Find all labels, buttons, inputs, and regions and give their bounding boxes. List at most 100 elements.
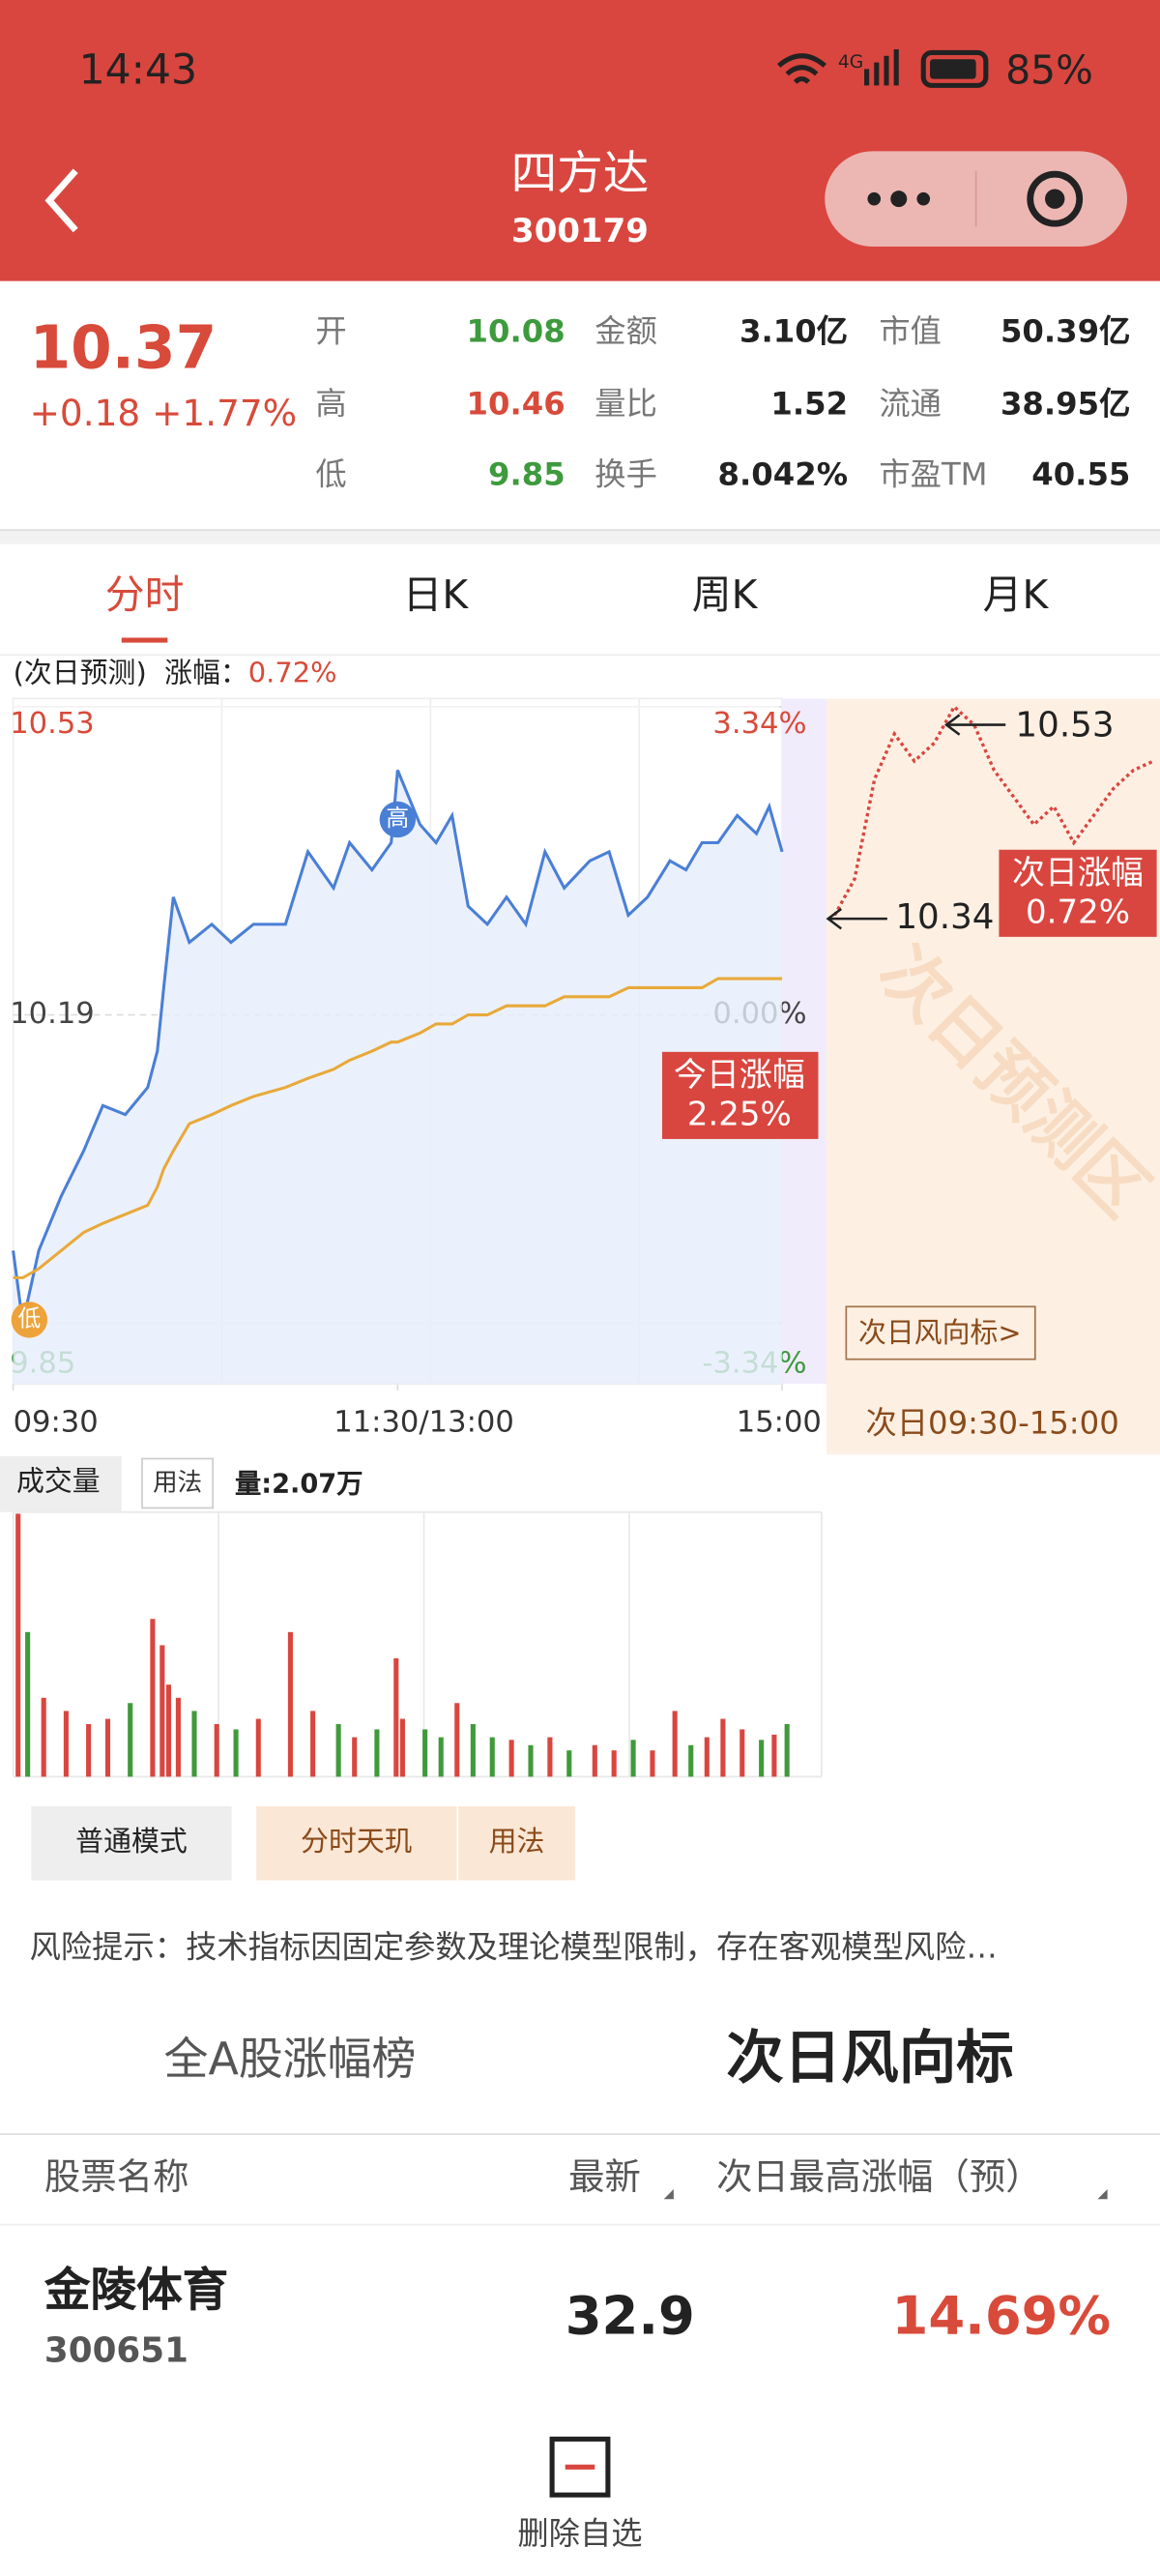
delete-icon[interactable] — [549, 2436, 612, 2499]
volume-bar — [165, 1684, 172, 1777]
volume-bar — [470, 1724, 476, 1777]
back-button[interactable] — [40, 164, 89, 237]
field-value: 8.042% — [717, 456, 849, 493]
volume-title: 成交量 — [15, 1466, 101, 1500]
field-label: 流通 — [879, 386, 942, 423]
chart-tab[interactable]: 周K — [691, 571, 758, 619]
volume-bar — [566, 1750, 572, 1777]
divider — [0, 2223, 1160, 2226]
field-value: 10.08 — [466, 313, 566, 351]
next-change-label: 次日涨幅 — [1012, 854, 1144, 893]
volume-bar — [104, 1718, 111, 1777]
field-label: 市盈TM — [879, 456, 988, 493]
battery-icon — [920, 49, 989, 88]
risk-notice: 风险提示：技术指标因固定参数及理论模型限制，存在客观模型风险… — [29, 1929, 998, 1966]
field-label: 低 — [315, 456, 347, 493]
field-value: 10.46 — [466, 386, 566, 423]
mode-button[interactable]: 分时天玑 — [256, 1805, 457, 1881]
volume-title-bg — [0, 1455, 122, 1512]
field-label: 换手 — [594, 456, 657, 493]
volume-bar — [41, 1697, 46, 1777]
volume-bar — [528, 1744, 534, 1777]
volume-bar — [688, 1744, 694, 1777]
row-price: 32.9 — [565, 2284, 695, 2348]
next-change-box — [999, 849, 1157, 937]
predicted-high: 10.53 — [1015, 705, 1114, 745]
row-name[interactable]: 金陵体育 — [44, 2263, 229, 2318]
field-value: 1.52 — [770, 386, 849, 423]
volume-bar — [611, 1750, 617, 1777]
indicator-link[interactable]: 次日风向标> — [858, 1316, 1022, 1349]
volume-bar — [191, 1711, 197, 1777]
y-tick-label: 10.53 — [10, 707, 95, 741]
chart-tab[interactable]: 日K — [402, 571, 469, 619]
battery-level — [930, 59, 976, 79]
volume-bar — [438, 1737, 444, 1777]
volume-bar — [720, 1718, 726, 1777]
volume-bar — [393, 1658, 399, 1777]
row-code: 300651 — [44, 2330, 188, 2370]
high-marker — [379, 801, 417, 838]
network-icon: 4G — [838, 52, 863, 73]
today-change-value: 2.25% — [687, 1096, 792, 1134]
divider — [0, 2133, 1160, 2135]
prediction-time-range: 次日09:30-15:00 — [865, 1405, 1118, 1442]
field-value: 3.10亿 — [740, 313, 849, 351]
low-marker — [11, 1302, 48, 1338]
field-label: 高 — [315, 386, 347, 423]
volume-bar — [287, 1631, 293, 1777]
close-button[interactable] — [1027, 170, 1084, 227]
more-button[interactable] — [867, 191, 882, 206]
today-change-box — [661, 1051, 819, 1139]
x-tick-label: 09:30 — [14, 1405, 99, 1439]
volume-bar — [160, 1645, 165, 1777]
mode-button[interactable]: 普通模式 — [31, 1805, 232, 1881]
volume-bar — [489, 1737, 495, 1777]
average-line — [13, 977, 783, 1279]
sort-icons — [663, 2189, 1108, 2200]
volume-bar — [704, 1737, 710, 1777]
stock-name: 四方达 — [510, 146, 650, 201]
y2-tick-label: 3.34% — [712, 707, 806, 741]
volume-usage[interactable]: 用法 — [141, 1457, 214, 1509]
volume-bar — [650, 1750, 655, 1777]
list-tab[interactable]: 全A股涨幅榜 — [163, 2034, 417, 2086]
low-marker-label: 低 — [17, 1304, 41, 1332]
volume-bar — [63, 1711, 69, 1777]
table-header[interactable]: 最新 — [568, 2157, 641, 2200]
signal-icon — [864, 69, 870, 86]
chart-tab[interactable]: 分时 — [104, 571, 185, 619]
delete-label[interactable]: 删除自选 — [517, 2516, 643, 2553]
status-time: 14:43 — [78, 45, 198, 94]
x-tick-label: 11:30/13:00 — [334, 1405, 514, 1439]
volume-bar — [547, 1737, 553, 1777]
price-line — [12, 769, 784, 1324]
forecast-label: (次日预测) — [13, 657, 147, 690]
volume-bar — [784, 1724, 790, 1777]
signal-icon — [884, 55, 889, 86]
volume-bar — [128, 1703, 133, 1777]
volume-bar — [233, 1729, 239, 1777]
field-label: 开 — [315, 313, 347, 351]
volume-bar — [399, 1718, 405, 1777]
forecast-bar: (次日预测) 涨幅：0.72% — [13, 657, 337, 690]
y-tick-label: 10.19 — [10, 997, 95, 1031]
field-label: 市值 — [879, 313, 942, 351]
chart-tab[interactable]: 月K — [982, 571, 1049, 619]
volume-total: 量:2.07万 — [235, 1467, 363, 1500]
prediction-line — [832, 704, 1154, 917]
indicator-link-box — [845, 1305, 1036, 1361]
high-arrow — [943, 714, 1006, 736]
after-hours-strip — [782, 698, 826, 1385]
table-header[interactable]: 次日最高涨幅（预） — [716, 2157, 1042, 2200]
list-tab-active[interactable]: 次日风向标 — [726, 2026, 1014, 2093]
mode-button[interactable]: 用法 — [458, 1805, 575, 1881]
stock-code: 300179 — [511, 210, 649, 250]
forecast-change-label: 涨幅： — [164, 657, 248, 690]
next-change-value: 0.72% — [1026, 893, 1130, 932]
wifi-icon — [777, 53, 826, 84]
forecast-change: 0.72% — [247, 657, 337, 690]
sort-icon — [1097, 2189, 1108, 2200]
